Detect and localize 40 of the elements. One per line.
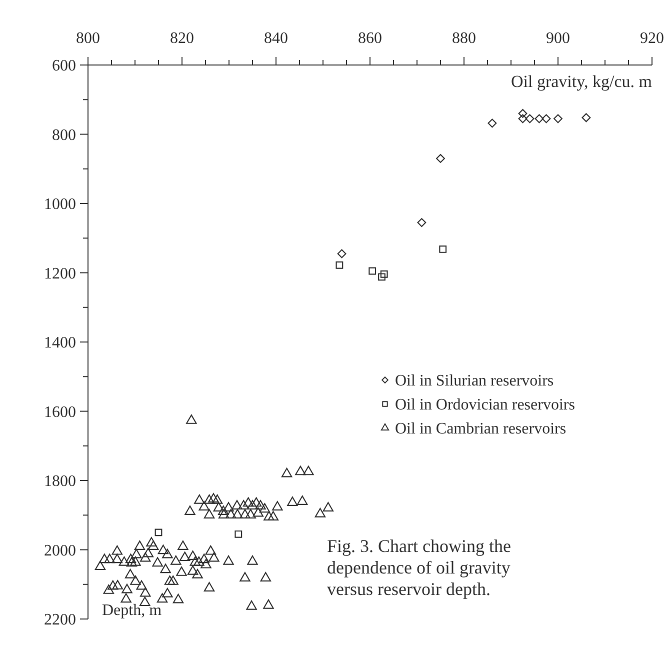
point [337, 249, 346, 258]
y-tick-label: 2000 [44, 542, 76, 560]
point [488, 118, 497, 128]
y-tick-label: 1400 [44, 334, 76, 352]
x-tick-label: 880 [452, 30, 476, 47]
point [542, 114, 551, 124]
point [380, 270, 388, 278]
point [234, 530, 242, 538]
annotation: Fig. 3. Chart chowing the dependence of oil gravity versus reservoir depth. [327, 536, 511, 600]
point [518, 114, 528, 124]
y-tick-label: 1200 [44, 265, 76, 282]
point [417, 218, 426, 228]
point [439, 245, 447, 253]
point [368, 267, 376, 275]
point [436, 154, 445, 163]
y-tick-label: 600 [52, 58, 76, 75]
legend-label: Oil in Silurian reservoirs [395, 372, 554, 390]
legend-label: Oil in Ordovician reservoirs [395, 396, 575, 414]
legend-label: Oil in Cambrian reservoirs [395, 420, 566, 438]
point [518, 109, 528, 118]
x-tick-label: 800 [76, 30, 100, 47]
x-tick-label: 860 [358, 30, 382, 47]
point [525, 114, 534, 124]
point [336, 261, 344, 269]
point [378, 273, 386, 281]
x-tick-label: 820 [170, 30, 194, 47]
x-axis-title: Oil gravity, kg/cu. m [510, 72, 652, 91]
y-tick-label: 2200 [44, 612, 76, 629]
x-tick-label: 840 [264, 30, 288, 47]
x-tick-label: 920 [640, 30, 664, 47]
y-tick-label: 1800 [44, 473, 76, 490]
y-tick-label: 1600 [44, 404, 76, 421]
point [534, 114, 544, 124]
x-tick-label: 900 [546, 30, 570, 47]
point [554, 114, 562, 124]
y-tick-label: 1000 [44, 196, 76, 214]
point [154, 528, 162, 536]
y-axis-title: Depth, m [102, 602, 162, 619]
point [582, 113, 591, 122]
y-tick-label: 800 [52, 126, 76, 144]
